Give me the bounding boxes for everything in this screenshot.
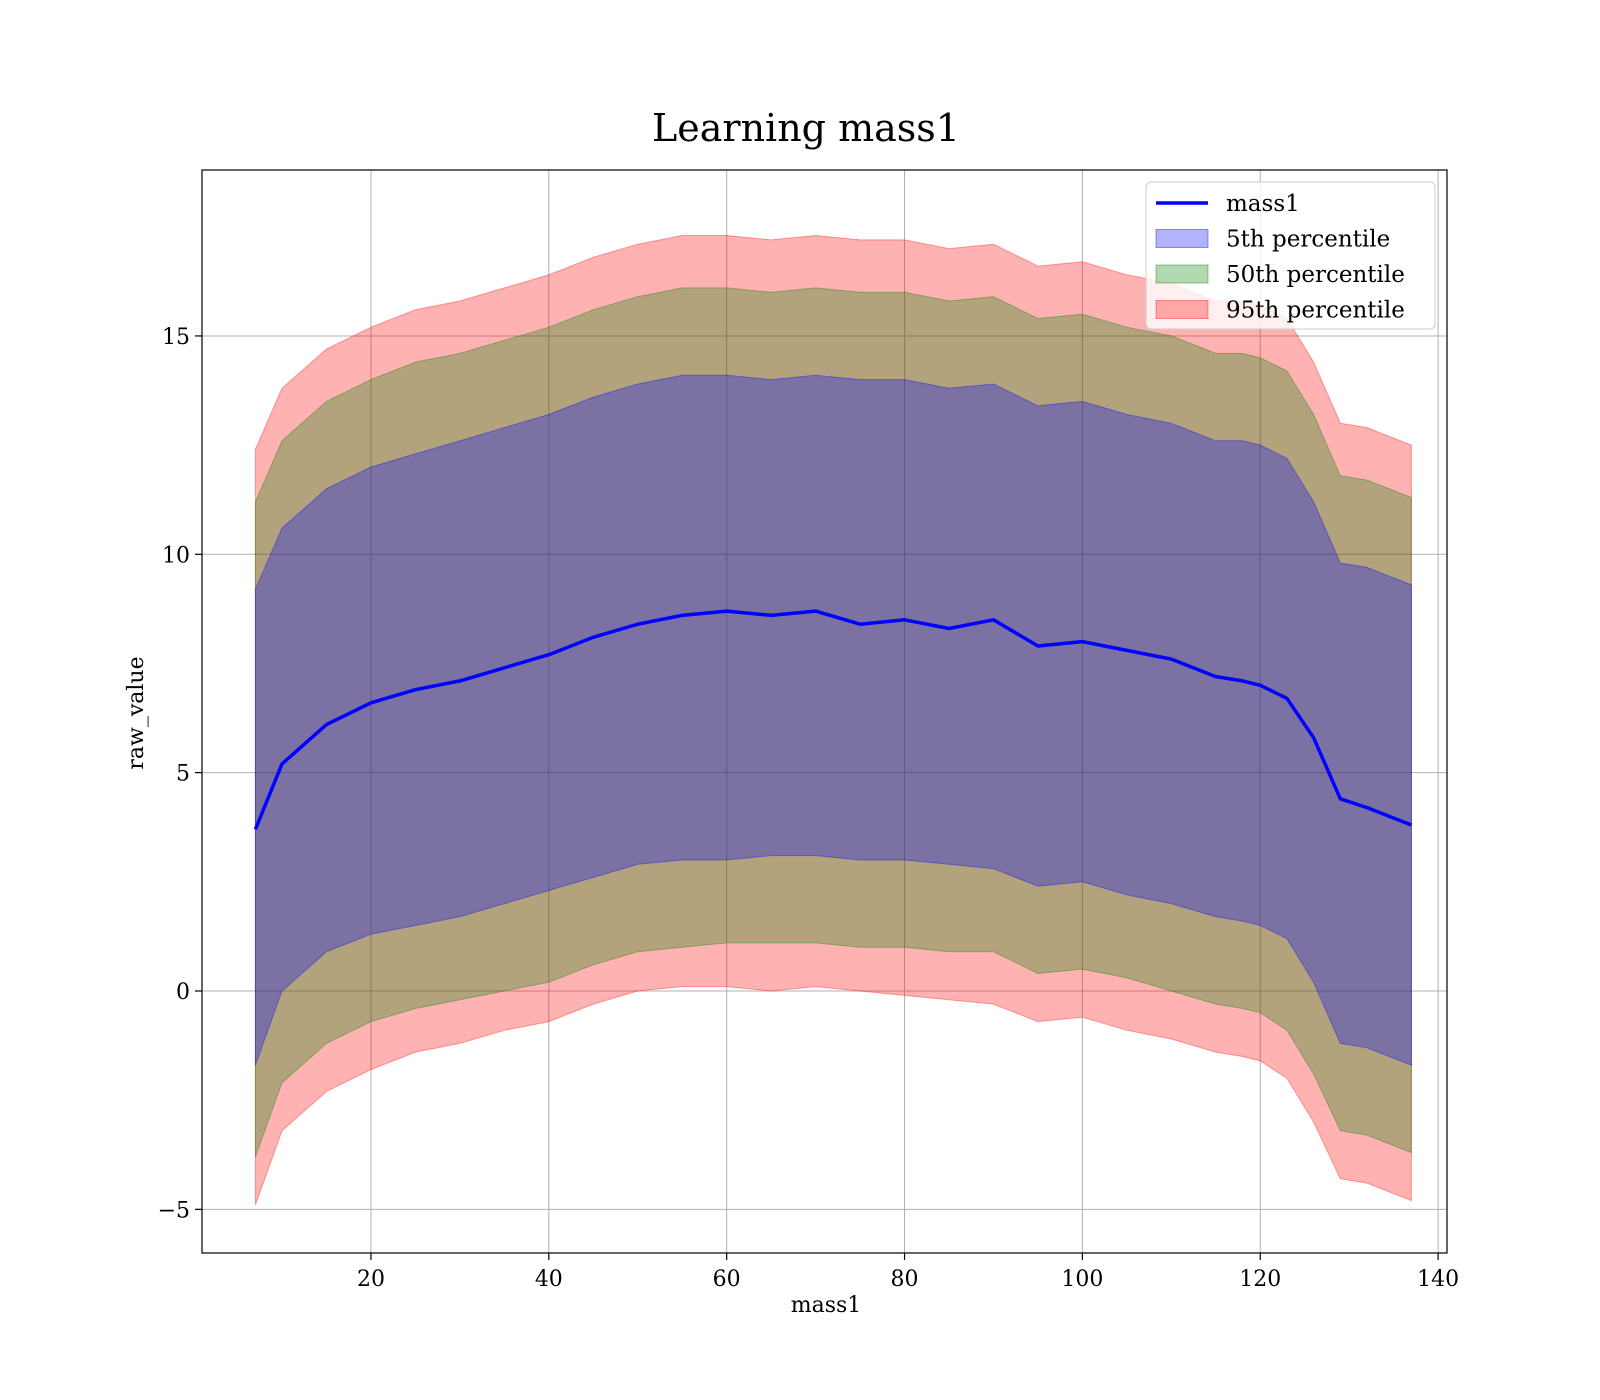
line-mass1 bbox=[253, 609, 1413, 831]
legend-box bbox=[1145, 181, 1436, 330]
y-tick-label: 0 bbox=[176, 980, 190, 1005]
y-axis-label: raw_value bbox=[124, 656, 149, 769]
x-tick-label: 20 bbox=[357, 1267, 385, 1292]
axis-ticks: 20 40 60 80 100 120 140 −5 0 5 10 15 bbox=[158, 325, 1460, 1292]
y-tick-label: 5 bbox=[176, 762, 190, 787]
series-lines bbox=[253, 609, 1413, 831]
chart-title: Learning mass1 bbox=[652, 106, 960, 150]
y-tick-label: 15 bbox=[162, 325, 190, 350]
band-95th-percentile bbox=[254, 234, 1412, 1206]
grid bbox=[202, 170, 1447, 1253]
legend-label-95th-percentile: 95th percentile bbox=[1226, 298, 1405, 324]
x-tick-label: 100 bbox=[1061, 1267, 1103, 1292]
band-5th-percentile bbox=[254, 374, 1412, 1066]
percentile-bands bbox=[254, 234, 1412, 1206]
legend-swatch-50th-percentile bbox=[1155, 264, 1209, 284]
legend-label-mass1: mass1 bbox=[1226, 191, 1300, 217]
band-50th-percentile bbox=[254, 287, 1412, 1158]
legend-swatch-95th-percentile bbox=[1155, 300, 1209, 319]
legend: mass1 5th percentile 50th percentile 95th p… bbox=[1145, 181, 1436, 330]
x-axis-label: mass1 bbox=[791, 1293, 862, 1318]
x-tick-label: 60 bbox=[713, 1267, 741, 1292]
y-tick-label: −5 bbox=[158, 1198, 190, 1223]
y-tick-label: 10 bbox=[162, 543, 190, 568]
legend-label-50th-percentile: 50th percentile bbox=[1226, 262, 1405, 288]
x-tick-label: 40 bbox=[535, 1267, 563, 1292]
legend-swatch-5th-percentile bbox=[1155, 229, 1209, 248]
x-tick-label: 140 bbox=[1417, 1267, 1459, 1292]
legend-label-5th-percentile: 5th percentile bbox=[1226, 227, 1390, 253]
x-tick-label: 80 bbox=[891, 1267, 919, 1292]
plot-frame bbox=[201, 169, 1448, 1254]
x-tick-label: 120 bbox=[1239, 1267, 1281, 1292]
